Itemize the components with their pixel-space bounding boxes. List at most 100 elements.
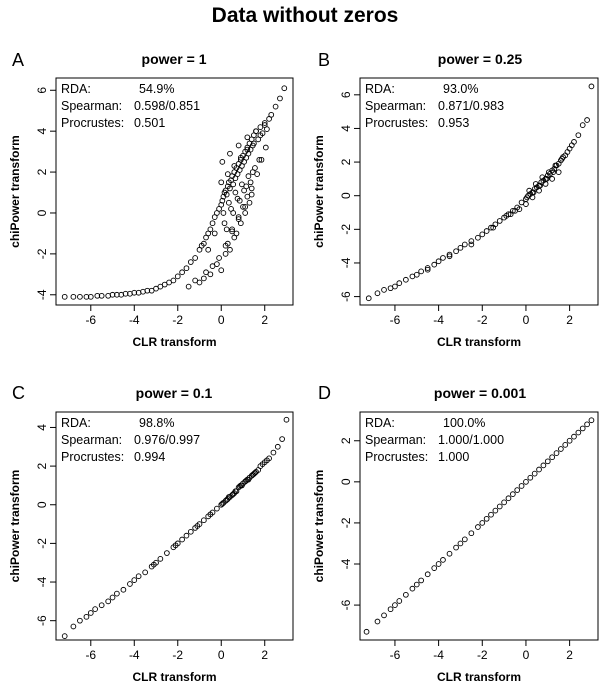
data-point — [244, 134, 251, 141]
data-point — [109, 594, 116, 601]
data-point — [70, 293, 77, 300]
y-tick-label: 2 — [35, 168, 49, 175]
data-point — [571, 139, 577, 145]
data-point — [70, 623, 77, 630]
data-point — [221, 220, 228, 227]
stats-block: RDA: 93.0% Spearman: 0.871/0.983 Procrustes:… — [365, 82, 504, 130]
data-point — [231, 163, 238, 169]
data-point — [223, 226, 230, 233]
data-point — [524, 194, 530, 201]
data-point — [142, 569, 148, 576]
data-point — [492, 507, 499, 514]
scatter-points — [61, 85, 288, 300]
data-point — [248, 191, 255, 198]
data-point — [219, 197, 226, 204]
y-tick-label: 4 — [35, 424, 49, 431]
data-point — [457, 540, 464, 547]
x-tick-label: -6 — [390, 648, 401, 662]
data-point — [279, 436, 285, 442]
data-point — [514, 487, 521, 493]
panel-title: power = 0.1 — [136, 385, 213, 401]
data-point — [144, 287, 151, 294]
y-tick-label: -4 — [35, 576, 49, 587]
data-point — [496, 218, 503, 224]
data-point — [283, 416, 290, 423]
data-point — [530, 189, 537, 196]
stat-value: 0.598/0.851 — [134, 99, 200, 113]
data-point — [440, 557, 446, 563]
data-point — [270, 449, 277, 456]
data-point — [529, 194, 536, 201]
data-point — [579, 122, 586, 128]
stat-value: 0.871/0.983 — [438, 99, 504, 113]
data-point — [559, 155, 565, 162]
data-point — [258, 156, 265, 163]
data-point — [562, 442, 569, 448]
data-point — [237, 154, 244, 161]
panel-title: power = 0.25 — [438, 51, 523, 67]
data-point — [588, 83, 595, 90]
data-point — [392, 283, 398, 290]
data-point — [268, 111, 275, 118]
y-tick-label: 0 — [35, 209, 49, 216]
data-point — [240, 203, 246, 210]
x-axis-label: CLR transform — [437, 335, 521, 349]
y-axis-label: chiPower transform — [312, 135, 326, 248]
data-point — [251, 140, 257, 147]
data-point — [226, 199, 232, 206]
data-point — [575, 132, 582, 139]
data-point — [277, 95, 283, 102]
data-point — [584, 421, 590, 428]
data-point — [527, 474, 534, 481]
data-point — [243, 183, 250, 190]
y-tick-label: -6 — [35, 615, 49, 626]
y-tick-label: -4 — [339, 558, 353, 569]
data-point — [281, 85, 288, 92]
y-tick-label: -2 — [35, 248, 49, 259]
stat-label: RDA: — [365, 416, 395, 430]
data-point — [418, 268, 424, 275]
stat-value: 0.953 — [438, 116, 469, 130]
y-tick-label: -2 — [339, 224, 353, 235]
data-point — [381, 287, 387, 293]
x-tick-label: -2 — [477, 648, 488, 662]
y-tick-label: 6 — [339, 91, 353, 98]
stat-label: Procrustes: — [365, 450, 428, 464]
data-point — [409, 585, 416, 592]
data-point — [435, 258, 442, 265]
data-point — [479, 520, 486, 526]
data-point — [187, 259, 194, 265]
data-point — [542, 181, 549, 187]
data-point — [536, 466, 542, 473]
data-point — [252, 470, 258, 476]
x-tick-label: -4 — [433, 648, 444, 662]
data-point — [201, 517, 207, 524]
stat-value: 98.8% — [139, 416, 174, 430]
panel-letter: C — [12, 383, 25, 403]
data-point — [235, 142, 242, 149]
plot-frame — [359, 411, 599, 641]
x-tick-label: -6 — [85, 313, 96, 327]
data-point — [457, 244, 464, 251]
data-point — [230, 181, 237, 188]
data-point — [245, 476, 252, 483]
data-point — [272, 103, 279, 110]
data-point — [261, 120, 268, 126]
data-point — [92, 606, 98, 612]
data-point — [516, 206, 523, 213]
plot-frame — [359, 77, 599, 306]
data-point — [172, 542, 179, 549]
x-tick-label: 0 — [218, 648, 225, 662]
stat-value: 0.501 — [134, 116, 165, 130]
data-point — [496, 503, 503, 510]
data-point — [468, 241, 475, 248]
y-tick-label: -6 — [339, 291, 353, 302]
x-tick-label: -2 — [172, 648, 183, 662]
scatter-points — [365, 83, 595, 302]
data-point — [214, 505, 220, 512]
x-tick-label: 0 — [218, 313, 225, 327]
data-point — [418, 577, 424, 584]
data-point — [77, 617, 83, 624]
data-point — [242, 203, 249, 210]
y-tick-label: 4 — [339, 125, 353, 132]
